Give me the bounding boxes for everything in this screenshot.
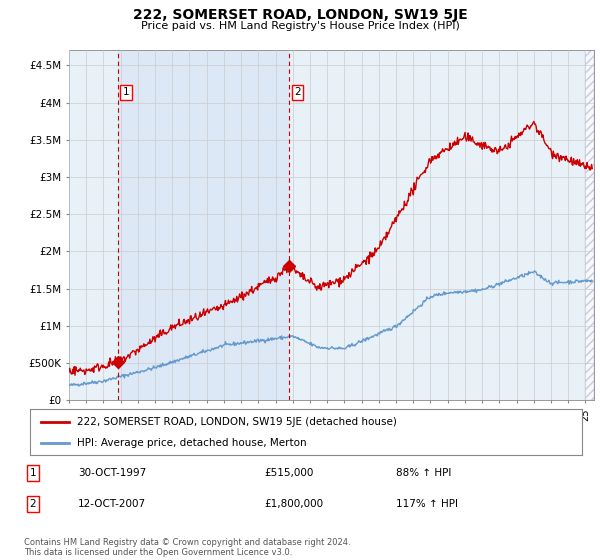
Text: 1: 1 bbox=[123, 87, 130, 97]
Text: HPI: Average price, detached house, Merton: HPI: Average price, detached house, Mert… bbox=[77, 438, 307, 448]
Text: 12-OCT-2007: 12-OCT-2007 bbox=[78, 499, 146, 509]
Text: 88% ↑ HPI: 88% ↑ HPI bbox=[396, 468, 451, 478]
Text: £1,800,000: £1,800,000 bbox=[264, 499, 323, 509]
Text: 222, SOMERSET ROAD, LONDON, SW19 5JE (detached house): 222, SOMERSET ROAD, LONDON, SW19 5JE (de… bbox=[77, 417, 397, 427]
Text: £515,000: £515,000 bbox=[264, 468, 313, 478]
Text: 117% ↑ HPI: 117% ↑ HPI bbox=[396, 499, 458, 509]
Bar bbox=[586, 50, 594, 400]
Text: 2: 2 bbox=[29, 499, 37, 509]
Text: 222, SOMERSET ROAD, LONDON, SW19 5JE: 222, SOMERSET ROAD, LONDON, SW19 5JE bbox=[133, 8, 467, 22]
Text: 30-OCT-1997: 30-OCT-1997 bbox=[78, 468, 146, 478]
Text: Price paid vs. HM Land Registry's House Price Index (HPI): Price paid vs. HM Land Registry's House … bbox=[140, 21, 460, 31]
Bar bbox=[118, 50, 289, 400]
Text: 2: 2 bbox=[294, 87, 301, 97]
Text: 1: 1 bbox=[29, 468, 37, 478]
Text: Contains HM Land Registry data © Crown copyright and database right 2024.
This d: Contains HM Land Registry data © Crown c… bbox=[24, 538, 350, 557]
